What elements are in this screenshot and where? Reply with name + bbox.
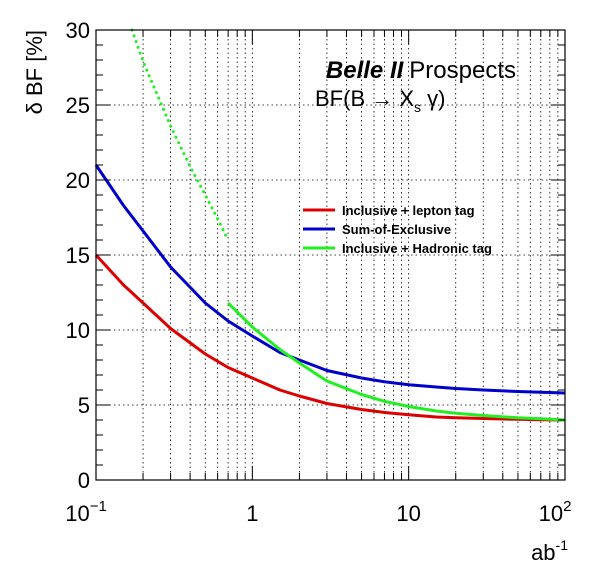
y-tick-label: 5 (78, 393, 90, 418)
y-tick-label: 30 (66, 18, 90, 43)
chart-subtitle: BF(B → Xs γ) (315, 86, 445, 115)
series-line-0 (94, 253, 566, 422)
x-tick-label-exponent: −1 (90, 498, 107, 515)
y-axis-title: δ BF [%] (22, 30, 47, 114)
y-tick-labels: 0 5 10 15 20 25 30 (66, 18, 90, 493)
y-tick-label: 15 (66, 243, 90, 268)
y-tick-label: 0 (78, 468, 90, 493)
subtitle-subscript: s (414, 99, 421, 115)
series-lines (94, 28, 566, 422)
y-tick-label: 20 (66, 168, 90, 193)
subtitle-post: γ) (421, 86, 445, 111)
x-tick-label-exponent: 2 (563, 498, 571, 515)
subtitle-arrow: → (371, 86, 393, 111)
x-tick-label: 102 (539, 498, 572, 526)
legend-label-sum-exclusive: Sum-of-Exclusive (342, 222, 451, 237)
y-tick-label: 25 (66, 93, 90, 118)
x-tick-label-base: 1 (246, 501, 258, 526)
title-label: Prospects (409, 57, 516, 84)
chart-title: Belle II Prospects (326, 57, 516, 84)
plot-frame (95, 29, 566, 481)
x-tick-label: 10−1 (65, 498, 107, 526)
subtitle-x: X (393, 86, 414, 111)
x-tick-label-base: 10 (396, 501, 420, 526)
x-tick-labels: 10−1 1 10 102 (65, 498, 571, 526)
series-line-3 (130, 28, 230, 242)
x-axis-title-exponent: -1 (556, 537, 569, 553)
x-axis-title-base: ab (531, 540, 555, 565)
x-axis-title: ab-1 (531, 537, 568, 565)
legend: Inclusive + lepton tag Sum-of-Exclusive … (303, 203, 492, 256)
x-tick-label: 10 (396, 501, 420, 526)
x-tick-label-base: 10 (539, 501, 563, 526)
legend-label-hadronic: Inclusive + Hadronic tag (342, 241, 492, 256)
x-tick-label: 1 (246, 501, 258, 526)
x-tick-label-base: 10 (65, 501, 89, 526)
legend-label-lepton: Inclusive + lepton tag (342, 203, 475, 218)
series-line-2 (227, 301, 566, 422)
brand-label: Belle II (326, 57, 405, 84)
y-tick-label: 10 (66, 318, 90, 343)
subtitle-pre: BF(B (315, 86, 371, 111)
series-line-1 (94, 164, 566, 395)
